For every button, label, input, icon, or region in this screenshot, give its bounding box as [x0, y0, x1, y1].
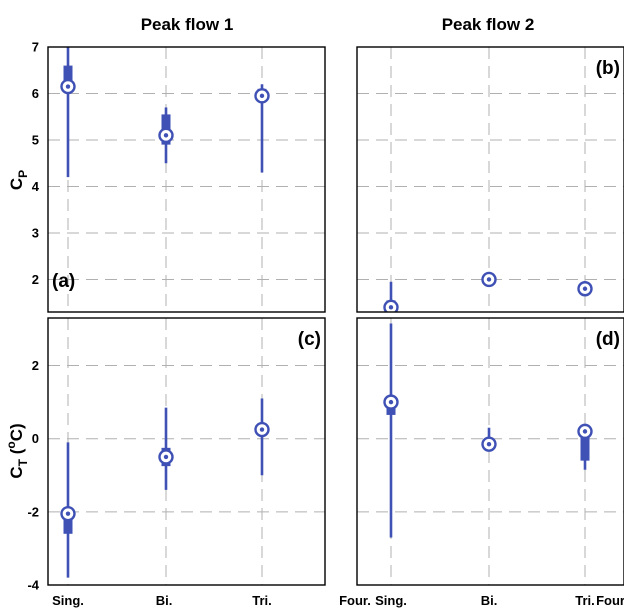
box-bi: [481, 427, 497, 452]
axes-frame: [356, 46, 624, 313]
y-tick-label: 7: [32, 40, 39, 55]
box-bi: [481, 271, 497, 288]
y-axis-label: CP: [7, 170, 30, 190]
median-dot: [65, 511, 71, 516]
median-dot: [163, 454, 169, 460]
y-tick-label: 0: [32, 431, 39, 446]
box-tri: [577, 281, 593, 297]
plot-area: [357, 47, 624, 312]
median-dot: [582, 429, 588, 434]
panel-b: (b): [356, 46, 624, 313]
panel-tag: (c): [298, 329, 321, 350]
axes-frame: [47, 46, 326, 313]
box-sing: [60, 47, 76, 178]
y-tick-label: 5: [32, 132, 39, 147]
box-four: [353, 93, 366, 135]
x-tick-label: Sing.: [375, 593, 407, 608]
box-bi: [158, 107, 174, 164]
y-tick-label: 3: [32, 225, 39, 240]
iqr-box: [580, 431, 590, 461]
y-tick-label: 2: [32, 358, 39, 373]
axes-frame: [356, 317, 624, 586]
box-tri: [254, 398, 270, 476]
median-dot: [486, 277, 492, 282]
y-tick-label: -4: [27, 578, 39, 593]
median-dot: [65, 84, 71, 89]
iqr-box: [355, 98, 364, 100]
median-marker: [353, 94, 366, 107]
column-title-left: Peak flow 1: [141, 15, 234, 34]
panel-tag: (b): [596, 58, 620, 79]
iqr-box: [63, 513, 73, 534]
x-tick-label: Four.: [596, 593, 624, 608]
y-axis-label: CT (oC): [4, 423, 30, 478]
x-tick-label: Tri.: [252, 593, 272, 608]
box-tri: [254, 84, 270, 173]
median-dot: [582, 286, 588, 291]
y-tick-label: 4: [32, 179, 40, 194]
y-tick-label: -2: [27, 504, 39, 519]
iqr-box: [63, 65, 73, 87]
panel-tag: (a): [52, 271, 75, 292]
x-tick-label: Four.: [339, 593, 371, 608]
x-tick-label: Bi.: [156, 593, 173, 608]
box-sing: [60, 442, 76, 578]
box-tri: [577, 423, 593, 470]
axes-frame: [47, 317, 326, 586]
panel-a: 2 3 4 5 6 7 (a): [32, 40, 366, 313]
box-bi: [158, 407, 174, 490]
y-axis-labels: CP CT (oC): [4, 170, 30, 479]
panel-tag: (d): [596, 329, 620, 350]
plot-area: [357, 318, 624, 585]
column-title-right: Peak flow 2: [442, 15, 535, 34]
panel-d: Sing. Bi. Tri.Four. (d): [356, 317, 624, 608]
box-sing: [383, 323, 399, 538]
median-dot: [259, 93, 265, 99]
box-four: [353, 417, 366, 445]
median-dot: [388, 399, 394, 405]
median-dot: [163, 133, 169, 138]
panel-c: -4 -2 0 2 Sing. Bi. Tri. Four. (c): [27, 317, 371, 608]
column-titles: Peak flow 1 Peak flow 2: [141, 15, 535, 34]
median-dot: [486, 441, 492, 447]
x-tick-label: Sing.: [52, 593, 84, 608]
y-tick-label: 2: [32, 272, 39, 287]
x-tick-label: Bi.: [481, 593, 498, 608]
x-tick-label: Tri.: [575, 593, 595, 608]
plot-area: [48, 318, 366, 585]
median-dot: [259, 427, 265, 432]
plot-area: [48, 47, 366, 312]
y-tick-label: 6: [32, 86, 39, 101]
median-dot: [388, 305, 394, 310]
box-sing: [383, 281, 399, 312]
